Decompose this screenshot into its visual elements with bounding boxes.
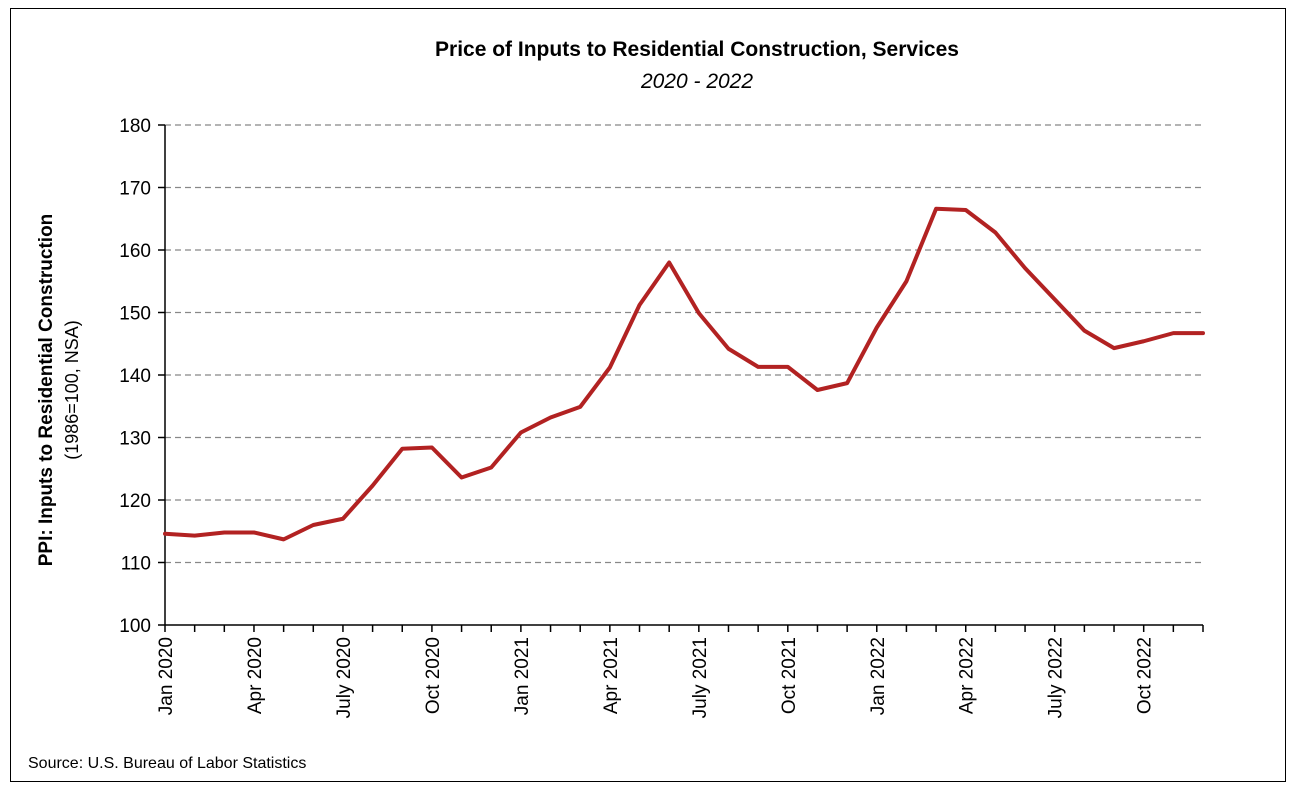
y-tick-label: 170 <box>119 179 151 200</box>
chart-title: Price of Inputs to Residential Construct… <box>435 38 959 61</box>
y-axis-sublabel: (1986=100, NSA) <box>62 320 82 460</box>
y-tick-label: 100 <box>119 616 151 637</box>
gridlines <box>165 124 1203 564</box>
x-axis-ticks: Jan 2020 Apr 2020 July 2020 Oct 2020 Jan 202… <box>156 625 1204 718</box>
series-line-ppi <box>163 206 1205 542</box>
x-tick-label: Jan 2022 <box>868 637 889 715</box>
x-tick-label: Jan 2021 <box>512 637 533 715</box>
x-tick-label: Oct 2022 <box>1135 637 1156 714</box>
y-tick-label: 140 <box>119 366 151 387</box>
chart-frame <box>10 8 1286 782</box>
x-tick-label: July 2021 <box>690 637 711 718</box>
y-tick-label: 160 <box>119 241 151 262</box>
chart-subtitle: 2020 - 2022 <box>640 70 753 93</box>
x-tick-label: Apr 2021 <box>601 637 622 714</box>
y-tick-label: 130 <box>119 429 151 450</box>
x-tick-label: July 2022 <box>1046 637 1067 718</box>
x-tick-label: Apr 2022 <box>957 637 978 714</box>
y-tick-label: 150 <box>119 304 151 325</box>
x-tick-label: July 2020 <box>334 637 355 718</box>
y-tick-label: 110 <box>121 554 151 575</box>
series-points <box>165 209 1203 540</box>
y-tick-label: 120 <box>119 491 151 512</box>
y-tick-label: 180 <box>119 116 151 137</box>
x-tick-label: Apr 2020 <box>245 637 266 714</box>
x-tick-label: Oct 2020 <box>423 637 444 714</box>
x-tick-label: Oct 2021 <box>779 637 800 714</box>
source-note: Source: U.S. Bureau of Labor Statistics <box>28 755 306 772</box>
y-axis-ticks: 100 110 120 130 140 150 160 170 180 <box>119 116 165 637</box>
x-tick-label: Jan 2020 <box>156 637 177 715</box>
y-axis-label: PPI: Inputs to Residential Construction <box>36 214 57 567</box>
